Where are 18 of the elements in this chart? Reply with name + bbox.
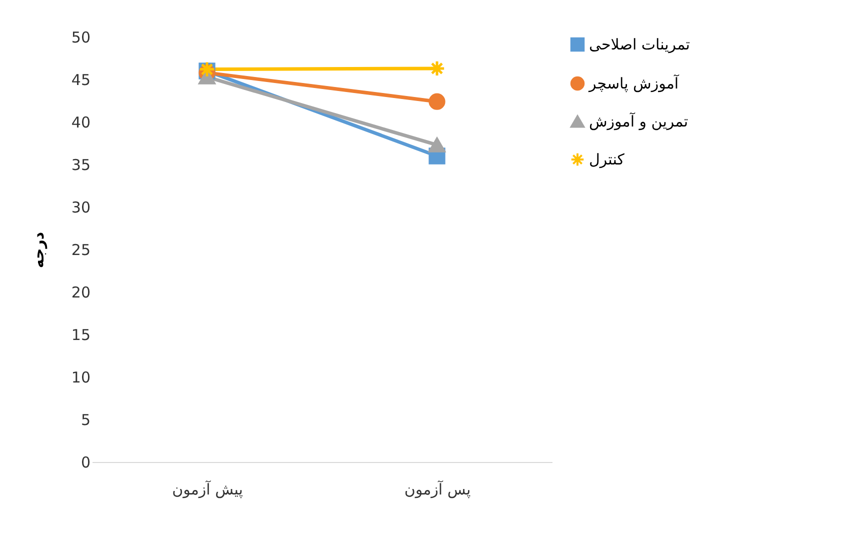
legend-label: کنترل (589, 150, 626, 168)
y-tick-label: 15 (71, 326, 90, 344)
y-tick-label: 30 (71, 198, 90, 216)
x-tick-label: پیش آزمون (172, 480, 243, 498)
y-tick-label: 10 (71, 368, 90, 386)
y-tick-label: 50 (71, 28, 90, 46)
y-tick-label: 5 (80, 411, 90, 429)
x-tick-label: پس آزمون (404, 480, 471, 498)
y-tick-label: 40 (71, 114, 90, 132)
y-tick-label: 0 (80, 454, 90, 472)
legend-label: تمرینات اصلاحی (589, 36, 690, 54)
legend-label: تمرین و آموزش (589, 112, 688, 130)
y-tick-label: 20 (71, 284, 90, 302)
y-axis-title: درجه (29, 232, 48, 268)
y-tick-label: 45 (71, 71, 90, 89)
y-tick-label: 25 (71, 241, 90, 259)
legend-label: آموزش پاسچر (588, 74, 680, 92)
y-tick-label: 35 (71, 156, 90, 174)
